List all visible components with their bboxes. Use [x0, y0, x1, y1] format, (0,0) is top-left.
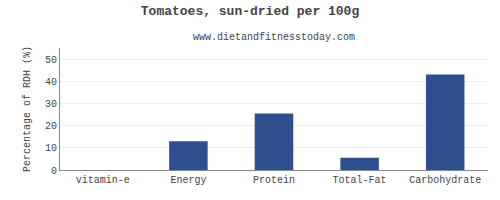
svg-text:40: 40 [45, 77, 57, 88]
svg-text:Tomatoes, sun-dried per 100g: Tomatoes, sun-dried per 100g [141, 4, 360, 19]
svg-text:Percentage of RDH (%): Percentage of RDH (%) [22, 46, 33, 172]
svg-text:vitamin-e: vitamin-e [76, 175, 130, 186]
svg-text:Energy: Energy [170, 175, 206, 186]
svg-text:30: 30 [45, 99, 57, 110]
svg-text:www.dietandfitnesstoday.com: www.dietandfitnesstoday.com [193, 32, 355, 43]
svg-text:Protein: Protein [253, 175, 295, 186]
svg-text:20: 20 [45, 121, 57, 132]
svg-text:0: 0 [51, 166, 57, 177]
svg-text:50: 50 [45, 55, 57, 66]
svg-text:10: 10 [45, 143, 57, 154]
svg-text:Total-Fat: Total-Fat [333, 175, 387, 186]
svg-text:Carbohydrate: Carbohydrate [409, 175, 481, 186]
